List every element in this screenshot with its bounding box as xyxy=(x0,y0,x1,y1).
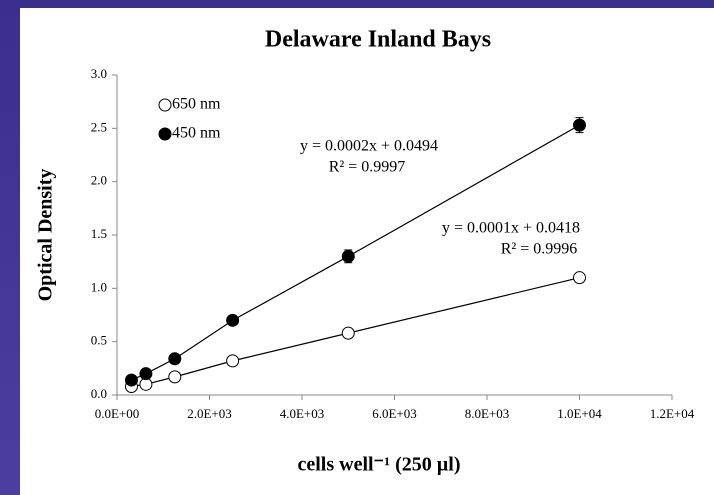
legend-marker xyxy=(158,127,172,141)
x-tick-label: 0.0E+00 xyxy=(95,406,140,421)
panel xyxy=(20,8,714,495)
point xyxy=(341,326,355,340)
x-axis-label: cells well⁻¹ (250 µl) xyxy=(297,454,460,476)
x-tick-label: 2.0E+03 xyxy=(187,406,232,421)
point xyxy=(168,352,182,366)
chart-title: Delaware Inland Bays xyxy=(265,27,491,53)
x-tick-label: 1.0E+04 xyxy=(557,406,602,421)
y-tick-label: 2.5 xyxy=(91,119,107,134)
trendline-r2: R² = 0.9996 xyxy=(501,241,578,258)
x-tick-label: 6.0E+03 xyxy=(372,406,417,421)
x-tick-label: 8.0E+03 xyxy=(465,406,510,421)
point xyxy=(226,354,240,368)
legend-label: 450 nm xyxy=(172,125,221,142)
legend-marker xyxy=(158,98,172,112)
y-tick-label: 3.0 xyxy=(91,66,107,81)
legend-label: 650 nm xyxy=(172,96,221,113)
y-tick-label: 0.0 xyxy=(91,386,107,401)
x-tick-label: 4.0E+03 xyxy=(280,406,325,421)
trendline-r2: R² = 0.9997 xyxy=(329,159,406,176)
trendline-equation: y = 0.0001x + 0.0418 xyxy=(442,220,580,237)
point xyxy=(139,367,153,381)
y-tick-label: 2.0 xyxy=(91,173,107,188)
point xyxy=(124,373,138,387)
point xyxy=(573,118,586,132)
y-tick-label: 1.0 xyxy=(91,279,107,294)
trendline-equation: y = 0.0002x + 0.0494 xyxy=(300,138,438,155)
point xyxy=(168,370,182,384)
y-axis-label: Optical Density xyxy=(35,169,57,302)
point xyxy=(226,313,240,327)
y-tick-label: 0.5 xyxy=(91,333,107,348)
y-tick-label: 1.5 xyxy=(91,226,107,241)
x-tick-label: 1.2E+04 xyxy=(650,406,695,421)
point xyxy=(573,271,586,285)
point xyxy=(341,249,355,263)
